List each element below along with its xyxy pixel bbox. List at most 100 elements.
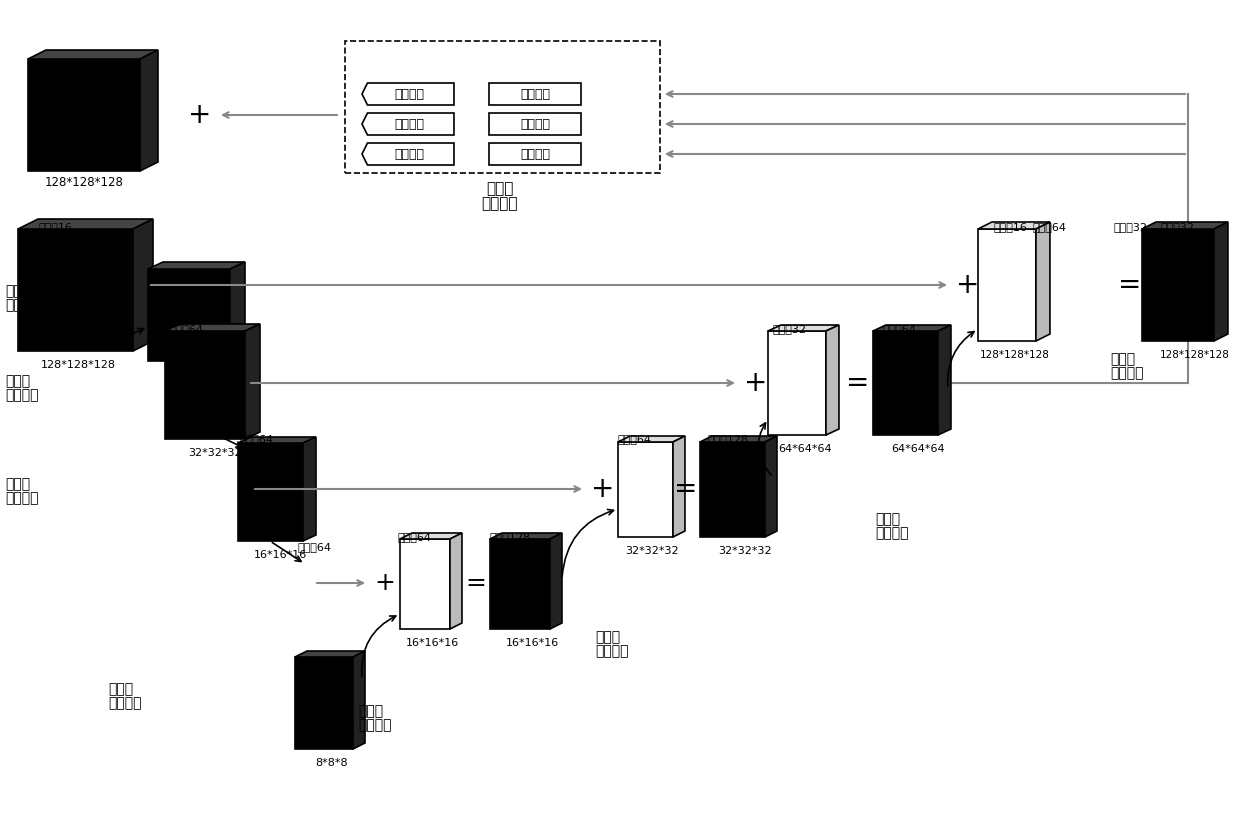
Text: 32*32*32: 32*32*32 [625,546,678,556]
Polygon shape [19,229,133,351]
Polygon shape [238,437,316,443]
Text: +: + [591,475,615,503]
Polygon shape [353,651,365,749]
Text: 通道数64: 通道数64 [618,434,652,444]
Text: 网络神经: 网络神经 [1110,366,1143,380]
Polygon shape [362,83,454,105]
Polygon shape [401,533,463,539]
Polygon shape [1142,222,1228,229]
Text: 目标分割: 目标分割 [520,88,551,101]
Polygon shape [401,539,450,629]
Text: 通道数32: 通道数32 [1161,222,1195,232]
Text: +: + [188,101,212,129]
Polygon shape [873,331,937,435]
Polygon shape [768,331,826,435]
Text: 32*32*32: 32*32*32 [718,546,771,556]
Text: 网络神经: 网络神经 [5,491,38,505]
Polygon shape [246,324,260,439]
Text: 通道数32: 通道数32 [1114,222,1148,232]
Text: =: = [1118,271,1142,299]
Text: 8*8*8: 8*8*8 [316,758,348,768]
Text: 16*16*16: 16*16*16 [253,550,306,560]
Text: 网络神经: 网络神经 [595,644,629,658]
Polygon shape [140,50,157,171]
Polygon shape [618,442,673,537]
Polygon shape [551,533,562,629]
Text: 通道数128: 通道数128 [707,434,749,444]
Polygon shape [165,331,246,439]
Text: 64*64*64: 64*64*64 [779,444,832,454]
Polygon shape [19,219,153,229]
Text: 通道数16: 通道数16 [993,222,1027,232]
Polygon shape [978,222,1050,229]
Text: =: = [465,571,486,595]
Text: 第三层: 第三层 [5,477,30,491]
Text: 通道数64: 通道数64 [241,434,274,444]
Polygon shape [362,143,454,165]
Polygon shape [362,113,454,135]
Polygon shape [826,325,839,435]
Text: 第四层: 第四层 [108,682,133,696]
Text: 通道数64: 通道数64 [298,542,332,552]
Polygon shape [295,657,353,749]
Text: 目标分类: 目标分类 [520,147,551,161]
Polygon shape [229,262,246,361]
Text: 128*128*128: 128*128*128 [41,360,115,370]
FancyBboxPatch shape [489,143,582,165]
Text: 通道数64: 通道数64 [170,324,205,334]
Text: 目标检测: 目标检测 [520,117,551,130]
Polygon shape [165,324,260,331]
Polygon shape [148,269,229,361]
Polygon shape [765,436,777,537]
Polygon shape [873,325,951,331]
Text: 通道数16: 通道数16 [38,222,72,232]
Text: 32*32*32: 32*32*32 [188,448,242,458]
Text: 网络神经: 网络神经 [481,197,518,211]
Polygon shape [699,436,777,442]
FancyBboxPatch shape [489,83,582,105]
Text: 网络神经: 网络神经 [358,718,392,732]
Polygon shape [238,443,303,541]
Text: 16*16*16: 16*16*16 [405,638,459,648]
Text: 64*64*64: 64*64*64 [892,444,945,454]
Text: 128*128*128: 128*128*128 [1159,350,1230,360]
Text: 16*16*16: 16*16*16 [506,638,558,648]
Text: 通道数32: 通道数32 [773,324,807,334]
Text: 网络神经: 网络神经 [108,696,141,710]
Text: +: + [956,271,980,299]
Polygon shape [29,50,157,59]
Polygon shape [673,436,684,537]
Text: 第九层: 第九层 [486,182,513,197]
Text: 网络神经: 网络神经 [5,298,38,312]
Text: 分割损失: 分割损失 [394,88,424,101]
Text: 通道数64: 通道数64 [398,532,432,542]
Text: 通道数128: 通道数128 [490,532,531,542]
Polygon shape [490,533,562,539]
FancyBboxPatch shape [489,113,582,135]
Text: 通道数32: 通道数32 [165,314,198,324]
Text: +: + [374,571,396,595]
Polygon shape [450,533,463,629]
Text: 网络神经: 网络神经 [875,526,909,540]
Text: 检测损失: 检测损失 [394,117,424,130]
Text: 128*128*128: 128*128*128 [45,177,124,189]
Polygon shape [295,651,365,657]
Text: 通道数64: 通道数64 [883,324,916,334]
Text: 第一层: 第一层 [5,284,30,298]
Text: 64*64*64: 64*64*64 [174,370,227,380]
Polygon shape [490,539,551,629]
Text: 第五层: 第五层 [358,704,383,718]
Polygon shape [618,436,684,442]
Text: 第七层: 第七层 [875,512,900,526]
Text: 分类损失: 分类损失 [394,147,424,161]
Polygon shape [133,219,153,351]
Polygon shape [937,325,951,435]
Text: =: = [675,475,698,503]
Text: 第二层: 第二层 [5,374,30,388]
FancyBboxPatch shape [345,41,660,173]
Polygon shape [303,437,316,541]
Text: =: = [846,369,869,397]
Text: 第八层: 第八层 [1110,352,1135,366]
Polygon shape [1035,222,1050,341]
Polygon shape [1142,229,1214,341]
